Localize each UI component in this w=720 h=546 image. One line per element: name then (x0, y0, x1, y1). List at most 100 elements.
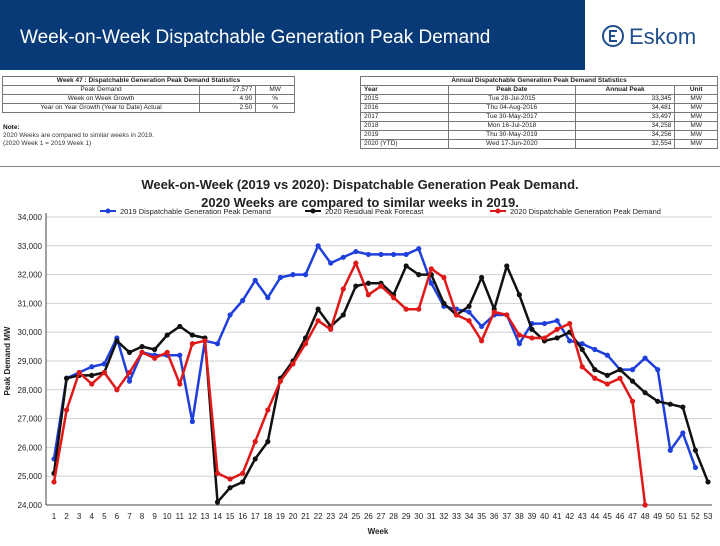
annual-stats-table: Annual Dispatchable Generation Peak Dema… (360, 76, 718, 149)
x-tick-label: 39 (527, 512, 536, 521)
data-point (579, 346, 585, 353)
data-point (265, 407, 271, 413)
x-tick-label: 28 (389, 512, 398, 521)
data-point (604, 352, 610, 358)
data-point (680, 404, 686, 410)
table-cell: 34,258 (574, 121, 676, 131)
data-point (214, 341, 221, 347)
x-tick-label: 26 (364, 512, 373, 521)
data-point (353, 248, 359, 255)
x-tick-label: 49 (653, 512, 662, 521)
data-point (604, 381, 610, 387)
note-line: 2020 Weeks are compared to similar weeks… (3, 132, 154, 139)
table-row: 2019 Thu 30-May-2019 34,256 MW (360, 130, 718, 140)
data-point (315, 318, 321, 324)
page-title: Week-on-Week Dispatchable Generation Pea… (20, 27, 491, 48)
data-point (629, 367, 636, 373)
x-tick-label: 8 (140, 512, 145, 521)
data-point (466, 309, 472, 315)
table-cell: 27,577 (198, 85, 257, 95)
x-tick-label: 14 (213, 512, 222, 521)
legend-label: 2020 Residual Peak Forecast (325, 207, 424, 216)
data-point (365, 280, 372, 286)
table-cell: MW (674, 112, 718, 122)
data-point (403, 306, 409, 312)
data-point (554, 318, 560, 324)
table-row: 2015 Tue 28-Jul-2015 33,345 MW (360, 94, 718, 104)
stats-section: Week 47 : Dispatchable Generation Peak D… (0, 76, 720, 162)
table-cell: 2017 (360, 112, 449, 122)
y-tick-label: 27,000 (18, 415, 43, 424)
x-tick-label: 38 (515, 512, 524, 521)
data-point (252, 456, 258, 462)
data-point (277, 274, 283, 281)
y-tick-label: 34,000 (18, 213, 43, 222)
x-tick-label: 16 (238, 512, 247, 521)
data-point (177, 381, 183, 387)
data-point (403, 263, 409, 269)
x-tick-label: 41 (553, 512, 562, 521)
y-tick-label: 30,000 (18, 328, 43, 337)
data-point (315, 243, 321, 249)
table-row: 2020 (YTD) Wed 17-Jun-2020 32,554 MW (360, 139, 718, 149)
data-point (592, 346, 598, 353)
x-tick-label: 35 (477, 512, 486, 521)
data-point (705, 479, 711, 485)
column-header: Unit (674, 85, 718, 95)
x-tick-label: 6 (115, 512, 120, 521)
data-point (89, 364, 95, 370)
chart-area: Week-on-Week (2019 vs 2020): Dispatchabl… (0, 166, 720, 541)
x-tick-label: 15 (226, 512, 235, 521)
data-point (164, 332, 170, 338)
data-point (541, 320, 548, 327)
x-tick-label: 27 (377, 512, 386, 521)
x-tick-label: 3 (77, 512, 82, 521)
data-point (340, 254, 346, 260)
data-point (554, 326, 560, 332)
x-tick-label: 37 (502, 512, 511, 521)
x-tick-label: 13 (200, 512, 209, 521)
table-cell: Thu 04-Aug-2016 (447, 103, 576, 113)
data-point (302, 341, 309, 347)
data-point (340, 286, 346, 292)
data-point (428, 280, 434, 286)
note-line: (2020 Week 1 = 2019 Week 1) (3, 140, 92, 147)
table-cell: MW (674, 121, 718, 131)
annual-stats-title: Annual Dispatchable Generation Peak Dema… (360, 76, 718, 86)
table-cell: MW (674, 130, 718, 140)
data-point (139, 344, 145, 350)
data-point (479, 323, 485, 330)
data-point (328, 260, 334, 266)
data-point (63, 375, 70, 381)
data-point (89, 381, 95, 387)
x-tick-label: 11 (176, 512, 185, 521)
y-tick-label: 33,000 (18, 242, 43, 251)
x-tick-label: 19 (276, 512, 285, 521)
table-row: 2016 Thu 04-Aug-2016 34,481 MW (360, 103, 718, 113)
data-point (416, 246, 422, 252)
x-tick-label: 20 (289, 512, 298, 521)
data-point (529, 335, 535, 341)
table-cell: MW (255, 85, 295, 95)
data-point (516, 341, 522, 347)
data-point (252, 277, 258, 283)
data-point (567, 338, 573, 344)
data-point (629, 378, 636, 384)
x-tick-label: 10 (163, 512, 172, 521)
data-point (328, 326, 334, 332)
legend-label: 2020 Dispatchable Generation Peak Demand (510, 207, 661, 216)
data-point (240, 470, 246, 476)
x-tick-label: 25 (351, 512, 360, 521)
legend-marker (495, 208, 501, 214)
table-cell: % (255, 103, 295, 113)
data-point (353, 283, 359, 289)
table-cell: % (255, 94, 295, 104)
eskom-logo: Eskom (585, 0, 720, 70)
table-cell: 34,481 (574, 103, 676, 113)
y-tick-label: 29,000 (18, 357, 43, 366)
data-point (516, 332, 522, 338)
data-point (504, 263, 510, 269)
x-tick-label: 5 (102, 512, 107, 521)
x-tick-label: 47 (628, 512, 637, 521)
column-header: Peak Date (447, 85, 576, 95)
